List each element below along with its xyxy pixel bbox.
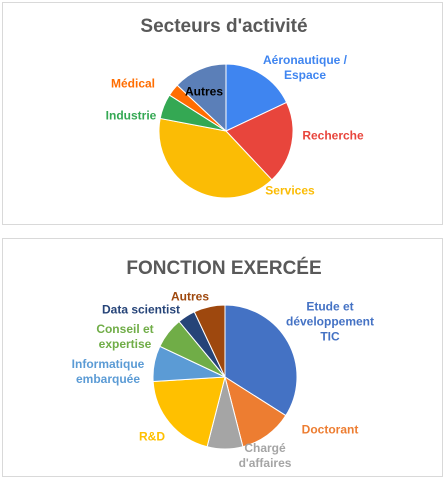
- chart-panel: [2, 2, 443, 225]
- slice-label: Conseil et expertise: [96, 322, 154, 351]
- pie-slice: [225, 101, 294, 181]
- slice-label: Industrie: [105, 108, 157, 123]
- slice-label: Informatique embarquée: [71, 357, 145, 386]
- slice-label: Autres: [184, 84, 223, 99]
- pie-slice: [193, 304, 226, 378]
- chart-panel: [2, 238, 443, 477]
- slice-label: Autres: [170, 289, 209, 304]
- slice-label: Services: [265, 183, 315, 198]
- slice-label: R&D: [139, 429, 165, 444]
- slice-label: Doctorant: [301, 422, 359, 437]
- chart-title: Secteurs d'activité: [140, 16, 307, 37]
- slice-label: Etude et développement TIC: [285, 299, 375, 344]
- pie-slice: [176, 63, 227, 133]
- pie-slice: [152, 376, 226, 448]
- slice-label: Data scientist: [101, 302, 181, 317]
- slice-label: Médical: [110, 76, 155, 91]
- slice-label: Recherche: [302, 128, 364, 143]
- slice-label: Chargé d'affaires: [238, 441, 292, 470]
- pie-slice: [158, 117, 273, 199]
- slice-label: Aéronautique / Espace: [262, 53, 347, 82]
- chart-title: FONCTION EXERCÉE: [126, 257, 321, 279]
- pie-slice: [225, 63, 288, 132]
